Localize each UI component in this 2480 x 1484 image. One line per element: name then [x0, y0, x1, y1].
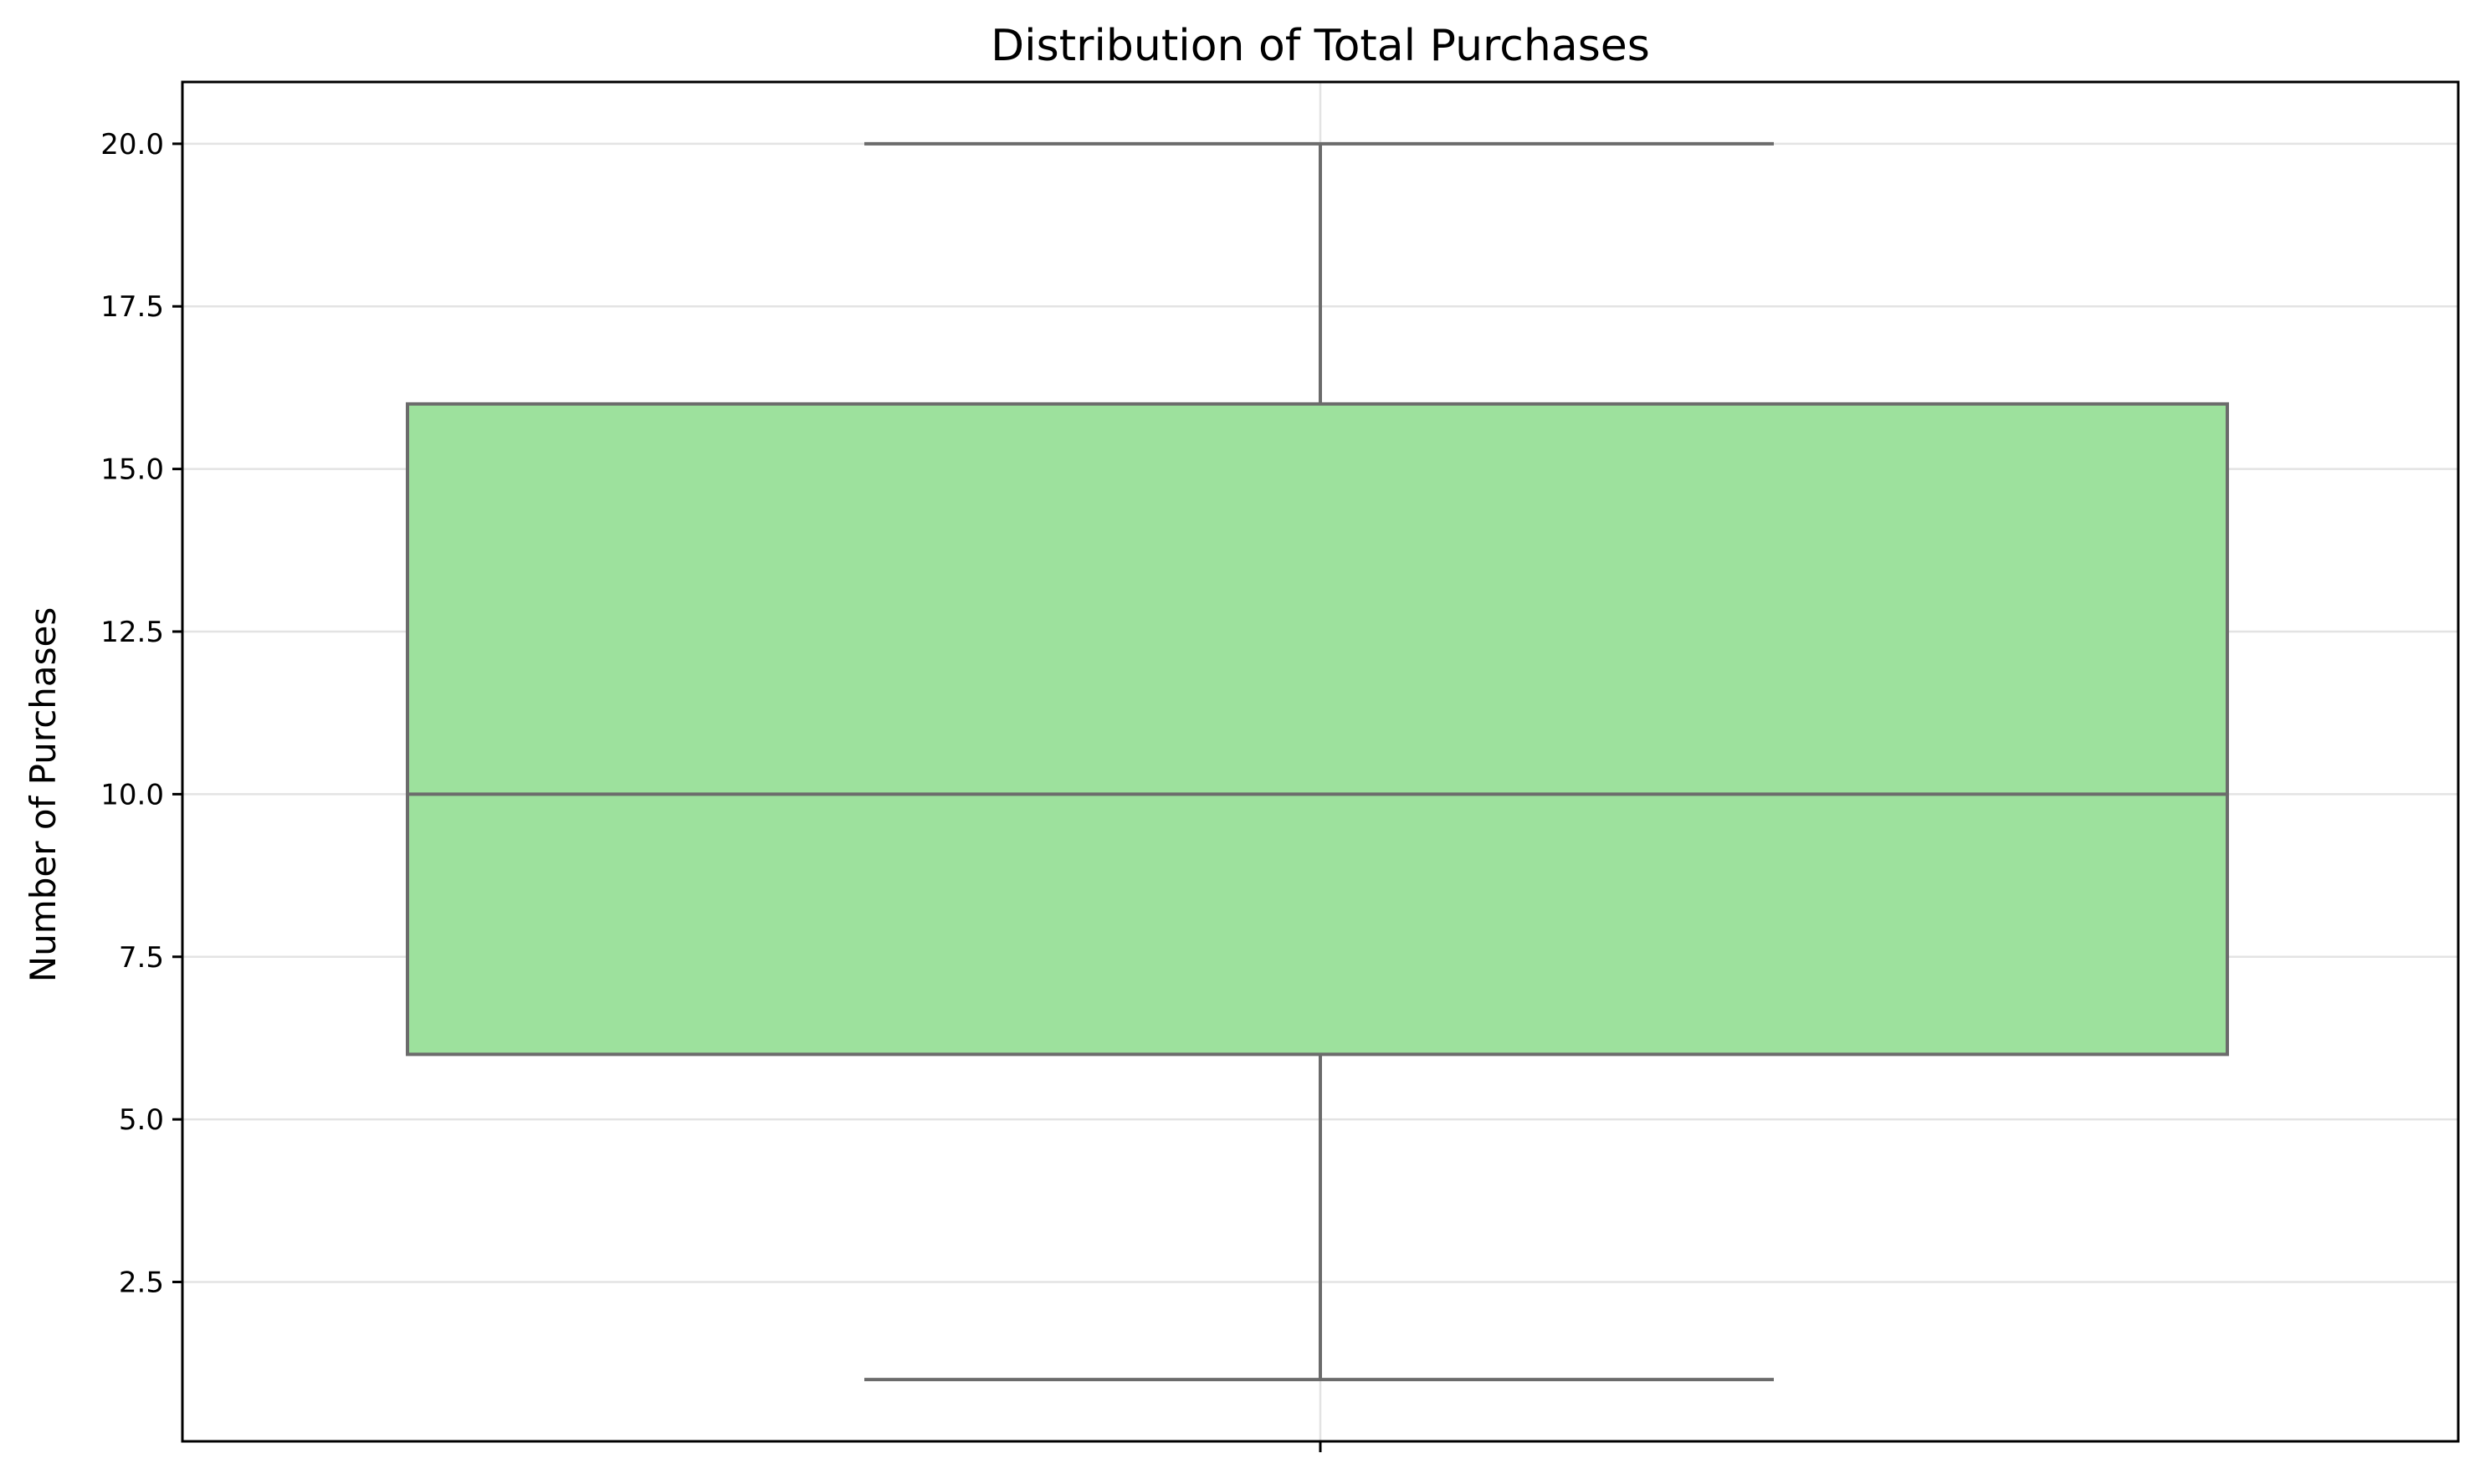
y-tick-label: 2.5	[119, 1267, 164, 1300]
interquartile-box	[406, 402, 2229, 1057]
y-tick-label: 15.0	[100, 453, 164, 487]
y-tick-label: 5.0	[119, 1103, 164, 1137]
y-tick-label: 7.5	[119, 941, 164, 975]
y-axis-label: Number of Purchases	[23, 607, 64, 983]
box-plot-series	[406, 141, 2229, 1382]
y-tick-label: 10.0	[100, 778, 164, 811]
y-tick-label: 17.5	[100, 290, 164, 324]
chart-title: Distribution of Total Purchases	[991, 21, 1650, 71]
y-tick-label: 20.0	[100, 128, 164, 161]
y-axis: 2.5 5.0 7.5 10.0 12.5 15.0 17.5 20.0	[100, 128, 182, 1300]
y-tick-label: 12.5	[100, 616, 164, 649]
